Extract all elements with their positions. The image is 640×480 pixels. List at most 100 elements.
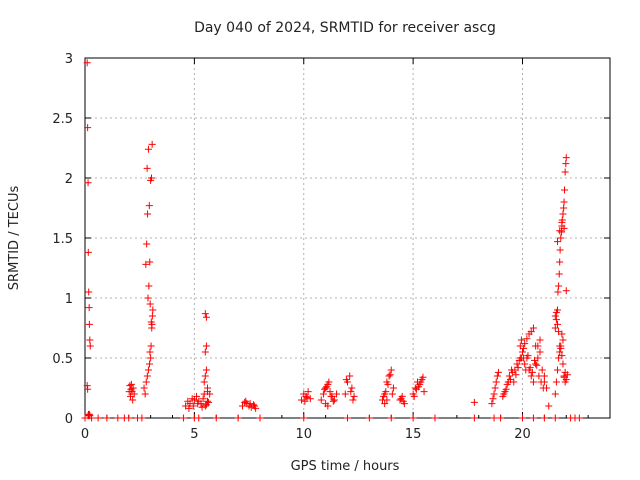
data-point	[505, 372, 513, 380]
data-point	[523, 335, 531, 343]
data-point	[527, 372, 535, 380]
data-point	[491, 384, 499, 392]
y-tick-label: 1.5	[52, 232, 73, 247]
data-point	[201, 402, 209, 410]
data-point	[521, 360, 529, 368]
data-point	[326, 388, 334, 396]
data-point	[85, 304, 93, 312]
data-point	[249, 401, 257, 409]
data-point	[506, 376, 514, 384]
data-point	[488, 400, 496, 408]
data-point	[554, 238, 561, 246]
data-point	[246, 400, 254, 408]
data-point	[303, 394, 311, 402]
data-point	[323, 383, 331, 391]
data-point	[144, 366, 152, 374]
data-point	[561, 368, 569, 376]
data-point	[342, 376, 350, 384]
data-point	[396, 396, 404, 404]
data-point	[141, 390, 149, 398]
data-point	[179, 414, 187, 422]
data-point	[347, 388, 355, 396]
grid	[85, 58, 610, 418]
data-point	[129, 396, 137, 404]
data-point	[329, 397, 337, 405]
data-point	[330, 396, 338, 404]
data-point	[560, 373, 568, 381]
data-point	[143, 372, 151, 380]
data-point	[409, 414, 417, 422]
data-point	[419, 373, 427, 381]
data-point	[143, 240, 151, 248]
data-point	[557, 234, 565, 242]
data-point	[81, 414, 89, 422]
data-point	[317, 396, 325, 404]
data-point	[148, 320, 156, 328]
data-point	[125, 414, 133, 422]
data-point	[325, 378, 333, 386]
data-point	[88, 414, 96, 422]
data-point	[554, 366, 561, 374]
data-point	[532, 360, 540, 368]
data-point	[234, 414, 242, 422]
data-point	[526, 364, 534, 372]
data-point	[142, 260, 150, 268]
data-point	[205, 398, 213, 406]
data-point	[543, 384, 551, 392]
data-point	[431, 414, 439, 422]
data-point	[94, 414, 102, 422]
data-point	[502, 385, 510, 393]
data-point	[125, 388, 133, 396]
data-point	[350, 392, 358, 400]
data-point	[387, 366, 395, 374]
data-point	[554, 288, 562, 296]
data-point	[212, 414, 220, 422]
data-point	[202, 313, 210, 321]
data-point	[146, 348, 154, 356]
data-point	[251, 402, 259, 410]
data-point	[344, 414, 351, 422]
data-point	[301, 397, 309, 405]
data-point	[148, 140, 156, 148]
x-tick-label: 5	[190, 427, 198, 442]
data-point	[527, 328, 535, 336]
data-point	[540, 378, 548, 386]
data-point	[552, 378, 560, 386]
data-point	[147, 354, 155, 362]
data-point	[302, 392, 310, 400]
data-point	[493, 372, 501, 380]
data-point	[190, 396, 198, 404]
data-point	[555, 282, 563, 290]
data-point	[470, 398, 478, 406]
data-point	[348, 384, 356, 392]
data-point	[145, 282, 153, 290]
data-point	[561, 186, 568, 194]
data-point	[300, 414, 308, 422]
data-point	[552, 316, 560, 324]
data-point	[551, 414, 559, 422]
data-point	[533, 361, 541, 369]
data-point	[536, 336, 544, 344]
data-point	[144, 145, 152, 153]
data-point	[149, 306, 157, 314]
data-point	[143, 164, 151, 172]
data-point	[144, 210, 152, 218]
axis-ticks: 0 5 10 15 20 0 0.5 1 1.5 2 2.5 3	[52, 52, 610, 442]
data-point	[490, 414, 498, 422]
data-point	[494, 368, 502, 376]
data-point	[534, 354, 542, 362]
data-point	[551, 312, 559, 320]
data-point	[490, 390, 498, 398]
data-point	[185, 404, 193, 412]
data-point	[410, 392, 418, 400]
data-point	[84, 124, 92, 132]
data-point	[497, 414, 505, 422]
data-point	[327, 392, 335, 400]
data-point	[516, 342, 524, 350]
data-point	[86, 336, 94, 344]
data-point	[84, 385, 92, 393]
data-point	[389, 384, 397, 392]
data-point	[239, 402, 246, 410]
x-tick-label: 15	[405, 427, 422, 442]
data-point	[322, 384, 330, 392]
